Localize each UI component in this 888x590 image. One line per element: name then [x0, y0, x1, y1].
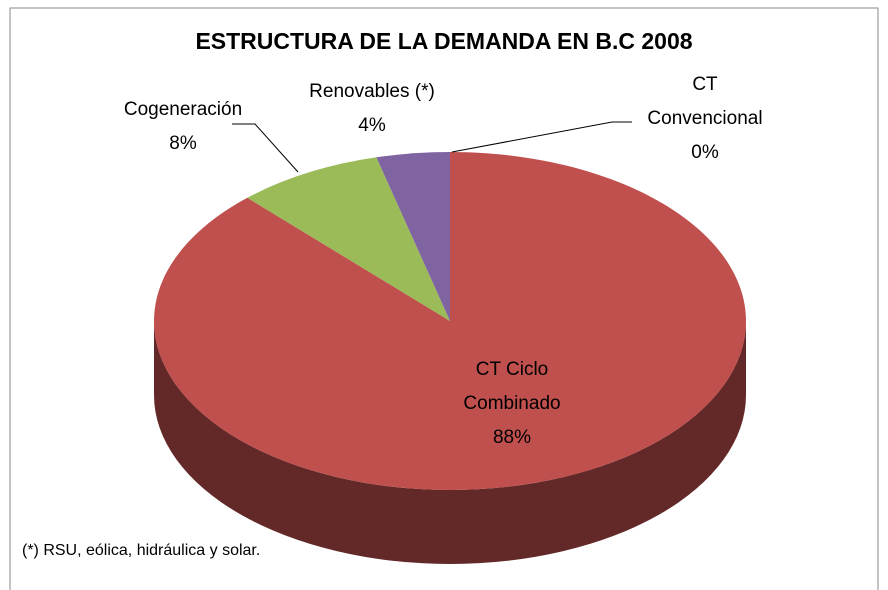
annotation: (*) RSU, eólica, hidráulica y solar.	[22, 542, 261, 559]
value-label: 0%	[691, 142, 719, 163]
pie-sides	[154, 321, 746, 564]
data-label: Renovables (*) 4%	[272, 75, 472, 143]
pie-slice	[247, 157, 450, 321]
category-label: CT Convencional	[647, 74, 763, 129]
data-label: Cogeneración 8%	[83, 93, 283, 161]
value-label: 88%	[492, 427, 532, 448]
chart-frame	[9, 7, 879, 590]
category-label: Renovables (*)	[309, 81, 435, 102]
data-label: CT Ciclo Combinado 88%	[457, 353, 567, 455]
value-label: 4%	[358, 115, 386, 136]
data-label: CT Convencional 0%	[640, 68, 770, 170]
pie-tops	[154, 152, 746, 490]
value-label: 8%	[169, 133, 197, 154]
pie-slice	[376, 152, 450, 321]
category-label: Cogeneración	[123, 99, 243, 120]
leader-line	[451, 121, 632, 153]
chart-title: ESTRUCTURA DE LA DEMANDA EN B.C 2008	[195, 28, 693, 54]
pie-side	[154, 321, 746, 564]
category-label: CT Ciclo Combinado	[463, 359, 561, 414]
leader-line	[232, 123, 299, 173]
